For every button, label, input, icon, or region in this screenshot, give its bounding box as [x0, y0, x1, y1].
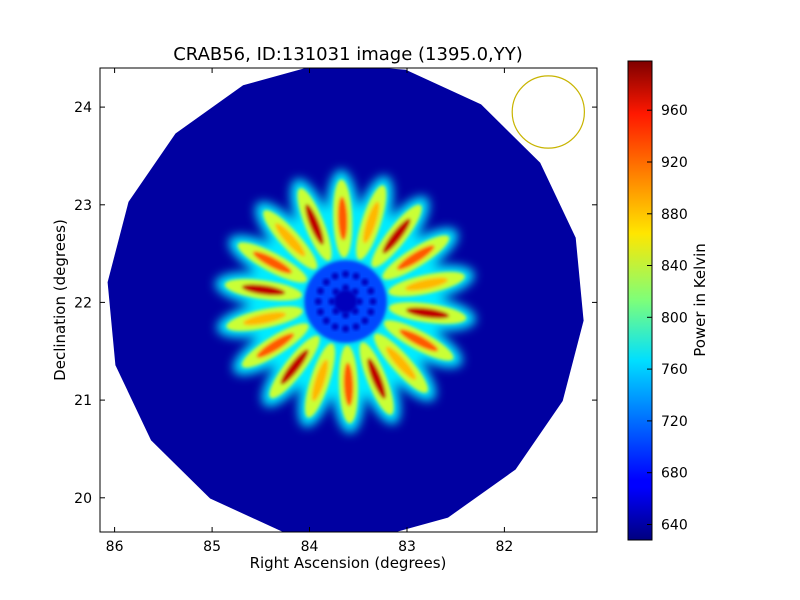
colorbar-tick-label: 640 [661, 518, 688, 534]
plot-frame [99, 67, 598, 533]
x-tick-label: 82 [495, 539, 513, 555]
core-dot [352, 323, 360, 331]
petal-peak [405, 307, 450, 319]
plot-area [107, 68, 586, 532]
core-dot [316, 287, 324, 295]
colorbar-label: Power in Kelvin [691, 243, 709, 357]
core-dot [342, 284, 350, 292]
petal-peak [382, 218, 411, 254]
core-dot [367, 308, 375, 316]
petal-peak [241, 284, 286, 296]
colorbar-tick-label: 760 [661, 362, 688, 378]
petal-peak [385, 346, 417, 380]
x-tick-label: 83 [398, 539, 416, 555]
petal-peak [399, 329, 439, 352]
core-dot [355, 298, 363, 305]
y-tick-label: 24 [74, 100, 92, 116]
core-dot [322, 278, 330, 286]
y-axis: 20 21 22 23 24 [74, 100, 597, 507]
core-dot [331, 272, 339, 280]
x-axis-label: Right Ascension (degrees) [250, 554, 447, 572]
core-dot [361, 278, 369, 286]
core-layer [304, 260, 387, 343]
petal-peak [256, 333, 295, 358]
core-dot [342, 311, 350, 319]
colorbar-tick-label: 680 [661, 466, 688, 482]
core-dot [369, 298, 377, 305]
colorbar [627, 60, 653, 541]
colorbar-tick-label: 920 [661, 155, 688, 171]
colorbar-tick-label: 840 [661, 259, 688, 275]
core-dot [361, 317, 369, 325]
core-dot [352, 272, 360, 280]
core-dot [328, 298, 336, 305]
petal-peak [397, 245, 435, 270]
petal-peak [337, 196, 348, 241]
petal-peak [275, 223, 306, 257]
core-dot [314, 298, 322, 305]
petal-peak [311, 359, 329, 402]
y-axis-label: Declination (degrees) [51, 219, 69, 381]
core-dot [316, 308, 324, 316]
petal-peak [243, 312, 287, 326]
petal-peak [363, 201, 380, 244]
y-tick-label: 20 [74, 491, 92, 507]
petals-core [224, 179, 467, 424]
core-dot [342, 325, 350, 333]
core-dot [367, 287, 375, 295]
core-dot [322, 317, 330, 325]
petal-peak [252, 251, 292, 274]
x-tick-label: 85 [203, 539, 221, 555]
core-dot [331, 323, 339, 331]
y-tick-label: 23 [74, 198, 92, 214]
x-tick-label: 86 [106, 539, 124, 555]
colorbar-tick-label: 720 [661, 414, 688, 430]
petal-peak [305, 204, 324, 245]
chart-title: CRAB56, ID:131031 image (1395.0,YY) [173, 44, 523, 65]
colorbar-tick-label: 800 [661, 310, 688, 326]
y-tick-label: 22 [74, 295, 92, 311]
petal-peak [343, 362, 354, 407]
colorbar-tick-label: 960 [661, 103, 688, 119]
petal-peak [367, 358, 386, 399]
colorbar-tick-label: 880 [661, 207, 688, 223]
x-axis: 86 85 84 83 82 [106, 68, 513, 555]
core-dot [342, 270, 350, 278]
petal-peak [280, 349, 309, 385]
y-tick-label: 21 [74, 393, 92, 409]
core-center [333, 289, 358, 314]
colorbar-ticks: 640 680 720 760 800 840 880 920 960 [647, 103, 688, 534]
petal-layer [215, 169, 476, 434]
petal-peak [405, 277, 449, 291]
x-tick-label: 84 [301, 539, 319, 555]
beam-circle [511, 75, 586, 149]
